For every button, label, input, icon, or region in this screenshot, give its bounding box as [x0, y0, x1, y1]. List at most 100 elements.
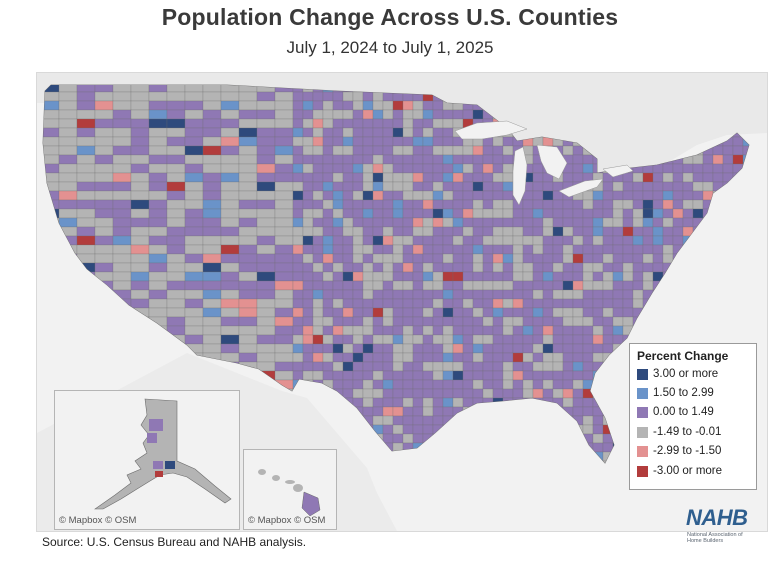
county-cell: [532, 289, 544, 300]
county-cell: [482, 253, 494, 264]
hawaii-inset[interactable]: © Mapbox © OSM: [243, 449, 337, 530]
county-cell: [412, 280, 424, 291]
county-cell: [422, 307, 434, 318]
county-cell: [302, 109, 314, 120]
county-cell: [482, 235, 494, 246]
county-cell: [742, 226, 749, 237]
county-cell: [392, 217, 404, 228]
county-cell: [682, 208, 694, 219]
county-cell: [602, 379, 614, 390]
county-cell: [43, 199, 60, 210]
county-cell: [274, 280, 294, 291]
county-cell: [43, 334, 60, 345]
county-cell: [412, 352, 424, 363]
county-cell: [332, 352, 344, 363]
county-cell: [402, 289, 414, 300]
county-cell: [392, 370, 404, 381]
county-cell: [512, 370, 524, 381]
county-cell: [382, 361, 394, 372]
county-cell: [220, 190, 240, 201]
county-cell: [312, 118, 324, 129]
county-cell: [452, 253, 464, 264]
county-cell: [402, 298, 414, 309]
county-cell: [422, 118, 434, 129]
county-cell: [76, 325, 96, 336]
county-cell: [130, 109, 150, 120]
alaska-inset[interactable]: © Mapbox © OSM: [54, 390, 240, 530]
county-cell: [562, 253, 574, 264]
county-cell: [148, 91, 168, 102]
county-cell: [352, 226, 364, 237]
county-cell: [492, 280, 504, 291]
county-cell: [532, 316, 544, 327]
county-cell: [166, 154, 186, 165]
county-cell: [352, 388, 364, 399]
county-cell: [43, 127, 60, 138]
county-cell: [512, 217, 524, 228]
county-cell: [722, 289, 734, 300]
county-cell: [442, 163, 454, 174]
county-cell: [312, 334, 324, 345]
county-cell: [582, 424, 594, 435]
county-cell: [582, 199, 594, 210]
county-cell: [130, 145, 150, 156]
county-cell: [94, 145, 114, 156]
county-cell: [602, 307, 614, 318]
county-cell: [43, 271, 60, 282]
county-cell: [166, 334, 186, 345]
county-cell: [382, 379, 394, 390]
county-cell: [732, 145, 744, 156]
county-cell: [94, 244, 114, 255]
county-cell: [422, 397, 434, 408]
county-cell: [392, 343, 404, 354]
county-cell: [742, 154, 749, 165]
county-cell: [662, 298, 674, 309]
county-cell: [58, 253, 78, 264]
county-cell: [472, 397, 484, 408]
county-cell: [602, 253, 614, 264]
county-cell: [372, 172, 384, 183]
county-cell: [522, 460, 534, 463]
county-cell: [622, 235, 634, 246]
county-cell: [412, 136, 424, 147]
county-cell: [342, 127, 354, 138]
county-cell: [612, 361, 624, 372]
county-cell: [422, 352, 434, 363]
county-cell: [202, 235, 222, 246]
county-cell: [43, 361, 60, 372]
county-cell: [292, 271, 304, 282]
county-cell: [220, 262, 240, 273]
county-cell: [220, 145, 240, 156]
county-cell: [602, 244, 614, 255]
county-cell: [422, 289, 434, 300]
county-cell: [462, 415, 474, 426]
county-cell: [563, 470, 573, 479]
county-cell: [542, 325, 554, 336]
county-cell: [302, 199, 314, 210]
county-cell: [492, 370, 504, 381]
county-cell: [562, 280, 574, 291]
county-cell: [166, 289, 186, 300]
county-cell: [502, 289, 514, 300]
county-cell: [442, 424, 454, 435]
county-cell: [452, 388, 464, 399]
county-cell: [682, 190, 694, 201]
county-cell: [238, 91, 258, 102]
county-cell: [602, 325, 614, 336]
county-cell: [256, 163, 276, 174]
county-cell: [452, 307, 464, 318]
county-cell: [602, 433, 614, 444]
legend-swatch: [637, 427, 648, 438]
county-cell: [238, 199, 258, 210]
county-cell: [462, 334, 474, 345]
county-cell: [292, 262, 304, 273]
county-cell: [522, 361, 534, 372]
county-cell: [184, 91, 204, 102]
county-cell: [184, 271, 204, 282]
county-cell: [402, 100, 414, 111]
county-cell: [274, 154, 294, 165]
county-cell: [238, 316, 258, 327]
county-cell: [442, 334, 454, 345]
county-cell: [372, 289, 384, 300]
county-cell: [512, 307, 524, 318]
